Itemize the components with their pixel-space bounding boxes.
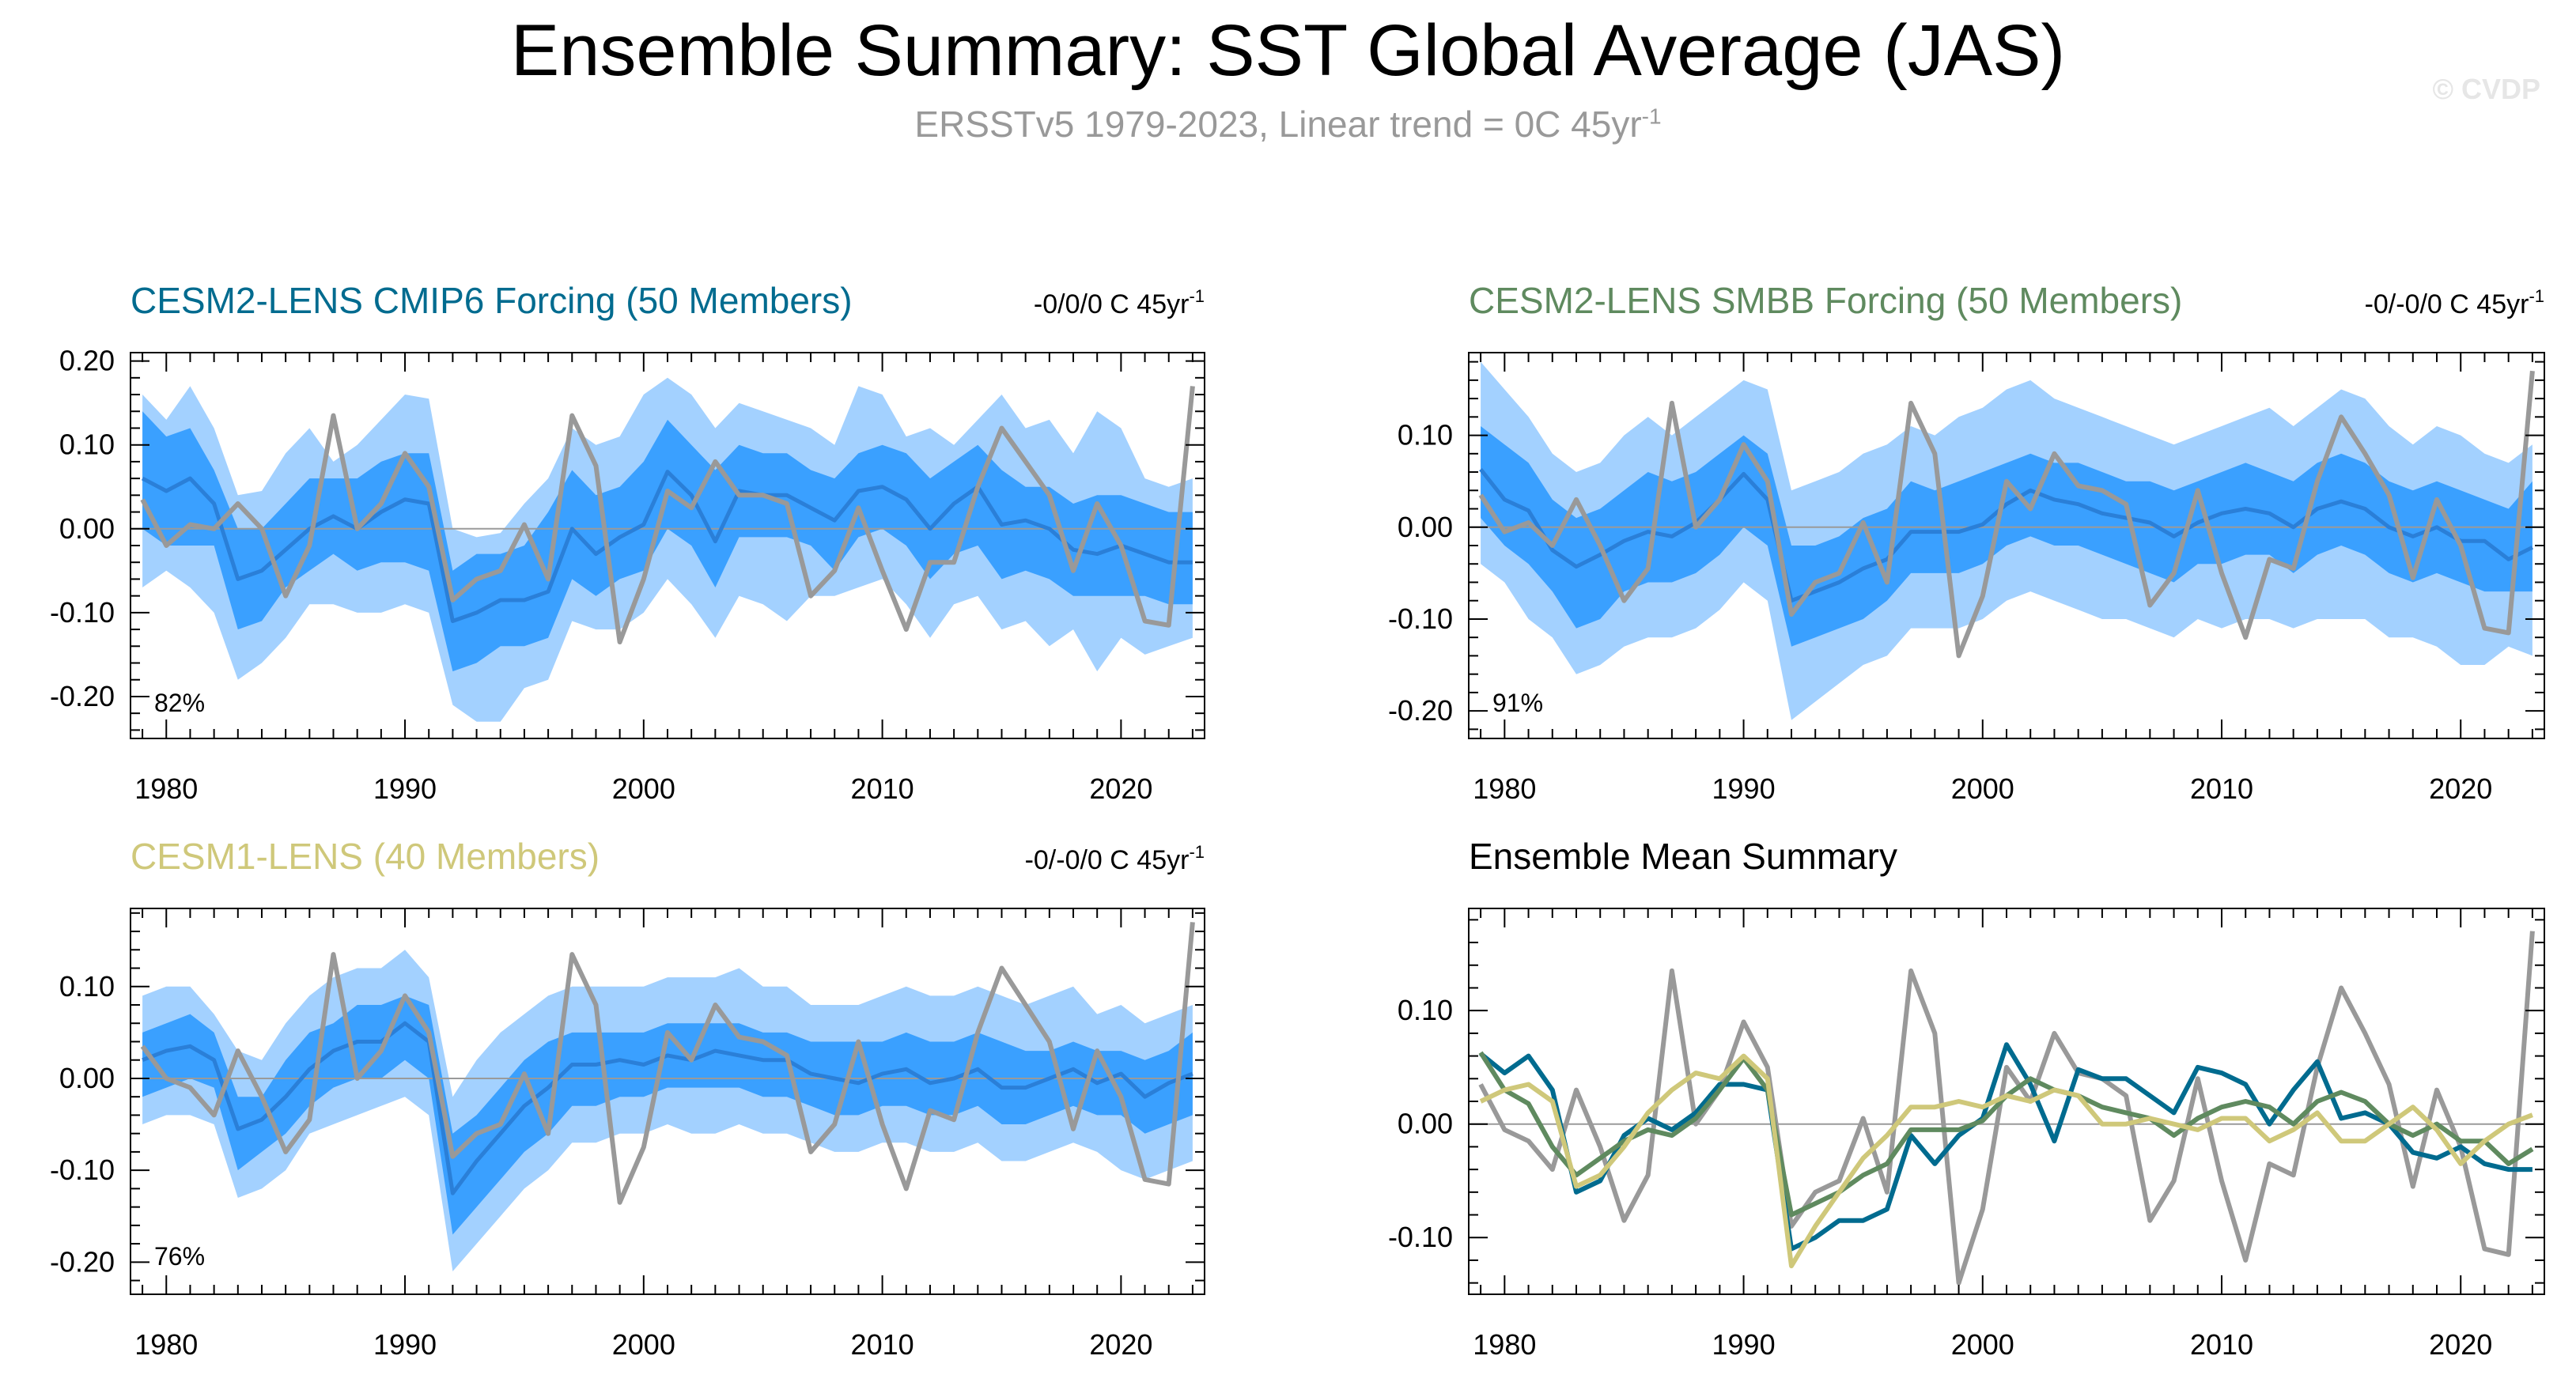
y-tick-label: 0.10: [1398, 419, 1453, 451]
percent-label: 82%: [154, 689, 205, 717]
panel-1: CESM2-LENS CMIP6 Forcing (50 Members) -0/…: [50, 280, 1205, 805]
y-tick-label: 0.20: [59, 345, 115, 377]
trend-label: -0/-0/0 C 45yr-1: [2365, 286, 2544, 319]
series-line-1: [1479, 468, 2534, 603]
panel-title: Ensemble Mean Summary: [1469, 836, 1897, 877]
x-tick-label: 1980: [1473, 772, 1536, 805]
x-tick-label: 2000: [1951, 1328, 2014, 1361]
trend-label-superscript: -1: [2529, 286, 2544, 306]
panel-2: CESM2-LENS SMBB Forcing (50 Members) -0/-…: [1388, 280, 2545, 805]
y-tick-label: -0.20: [50, 680, 115, 712]
series-line-1: [141, 470, 1193, 623]
inner-spread-band: [142, 995, 1193, 1235]
inner-spread-band: [1481, 426, 2532, 647]
x-tick-label: 2020: [2429, 1328, 2492, 1361]
series-line-2: [140, 386, 1195, 644]
x-tick-label: 2010: [851, 1328, 914, 1361]
x-tick-label: 2010: [2190, 772, 2253, 805]
y-tick-label: -0.10: [1388, 602, 1453, 635]
inner-spread-band: [142, 411, 1193, 672]
panel-3: CESM1-LENS (40 Members) -0/-0/0 C 45yr-1 0…: [50, 836, 1205, 1361]
watermark: © CVDP: [2432, 73, 2540, 105]
y-tick-label: 0.10: [1398, 994, 1453, 1026]
y-tick-label: 0.00: [1398, 511, 1453, 543]
panel-title: CESM2-LENS SMBB Forcing (50 Members): [1469, 280, 2182, 321]
y-tick-label: -0.20: [50, 1245, 115, 1278]
y-tick-label: -0.10: [50, 596, 115, 629]
trend-label-text: -0/-0/0 C 45yr: [1025, 845, 1190, 875]
x-tick-label: 1990: [1712, 772, 1776, 805]
y-tick-label: 0.10: [59, 970, 115, 1003]
x-tick-label: 1980: [134, 772, 198, 805]
trend-label: -0/0/0 C 45yr-1: [1034, 286, 1205, 319]
series-line-4: [1479, 1053, 2533, 1269]
trend-label-superscript: -1: [1189, 286, 1205, 306]
x-tick-label: 1990: [373, 772, 437, 805]
trend-label: -0/-0/0 C 45yr-1: [1025, 842, 1205, 875]
y-tick-label: -0.20: [1388, 694, 1453, 727]
x-tick-label: 2000: [1951, 772, 2014, 805]
x-tick-label: 2020: [1089, 772, 1152, 805]
x-tick-label: 1980: [1473, 1328, 1536, 1361]
subtitle-superscript: -1: [1641, 104, 1662, 129]
percent-label: 76%: [154, 1242, 205, 1271]
y-tick-label: 0.10: [59, 429, 115, 461]
y-tick-label: 0.00: [59, 1062, 115, 1094]
y-tick-label: -0.10: [50, 1154, 115, 1186]
subtitle-text: ERSSTv5 1979-2023, Linear trend = 0C 45y…: [914, 104, 1642, 145]
x-tick-label: 2000: [612, 772, 675, 805]
series-line-2: [140, 922, 1195, 1205]
x-tick-label: 2020: [1089, 1328, 1152, 1361]
trend-label-superscript: -1: [1189, 842, 1205, 862]
trend-label-text: -0/-0/0 C 45yr: [2365, 289, 2529, 319]
y-tick-label: -0.10: [1388, 1221, 1453, 1253]
panel-title: CESM1-LENS (40 Members): [131, 836, 600, 877]
x-tick-label: 1990: [373, 1328, 437, 1361]
percent-label: 91%: [1492, 689, 1543, 717]
main-title: Ensemble Summary: SST Global Average (JA…: [510, 10, 2066, 91]
x-tick-label: 2010: [851, 772, 914, 805]
x-tick-label: 1990: [1712, 1328, 1776, 1361]
x-tick-label: 2020: [2429, 772, 2492, 805]
x-tick-label: 2000: [612, 1328, 675, 1361]
series-line-1: [1478, 931, 2535, 1286]
plot-frame: [1468, 908, 2545, 1295]
subtitle: ERSSTv5 1979-2023, Linear trend = 0C 45y…: [0, 103, 2576, 145]
trend-label-text: -0/0/0 C 45yr: [1034, 289, 1190, 319]
x-tick-label: 2010: [2190, 1328, 2253, 1361]
y-tick-label: 0.00: [1398, 1108, 1453, 1140]
series-line-2: [1479, 1042, 2532, 1252]
x-tick-label: 1980: [134, 1328, 198, 1361]
panel-4: Ensemble Mean Summary 0.10 0.00 -0.10 1980 19…: [1388, 836, 2545, 1361]
panel-title: CESM2-LENS CMIP6 Forcing (50 Members): [131, 280, 853, 321]
series-line-2: [1478, 370, 2535, 659]
y-tick-label: 0.00: [59, 512, 115, 545]
